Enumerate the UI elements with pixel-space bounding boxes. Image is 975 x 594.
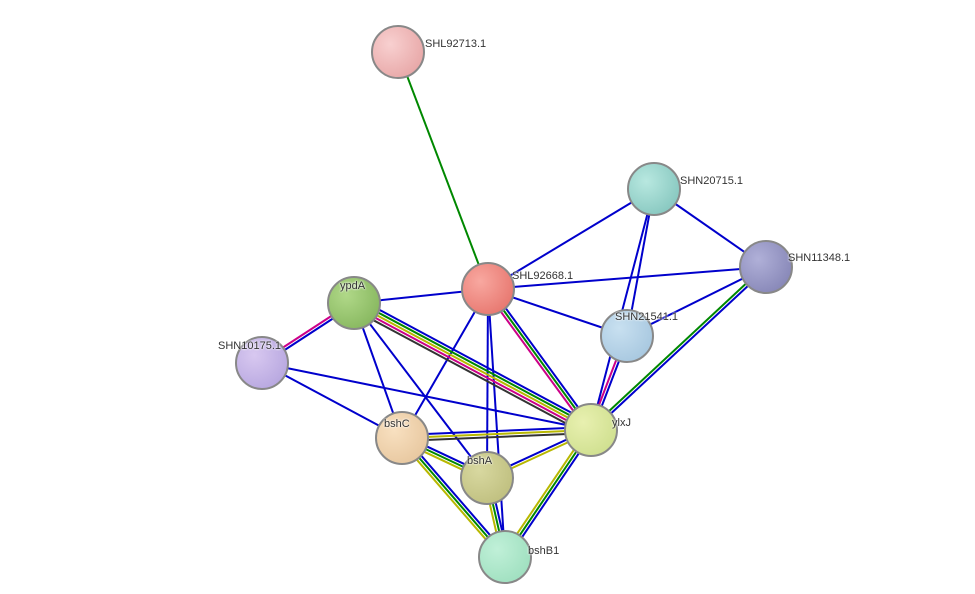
edge xyxy=(354,303,591,430)
edge xyxy=(488,267,766,289)
node-SHN20715_1[interactable] xyxy=(628,163,680,215)
node-SHL92713_1[interactable] xyxy=(372,26,424,78)
edge xyxy=(353,306,590,433)
node-SHN21541_1[interactable] xyxy=(601,310,653,362)
node-ylxJ[interactable] xyxy=(565,404,617,456)
node-ypdA[interactable] xyxy=(328,277,380,329)
network-svg xyxy=(0,0,975,594)
node-bshC[interactable] xyxy=(376,412,428,464)
network-diagram: SHL92713.1SHN20715.1SHN11348.1SHL92668.1… xyxy=(0,0,975,594)
node-SHL92668_1[interactable] xyxy=(462,263,514,315)
edge xyxy=(488,189,654,289)
node-bshA[interactable] xyxy=(461,452,513,504)
node-SHN10175_1[interactable] xyxy=(236,337,288,389)
node-bshB1[interactable] xyxy=(479,531,531,583)
edge xyxy=(398,52,488,289)
edge xyxy=(487,289,488,478)
node-SHN11348_1[interactable] xyxy=(740,241,792,293)
